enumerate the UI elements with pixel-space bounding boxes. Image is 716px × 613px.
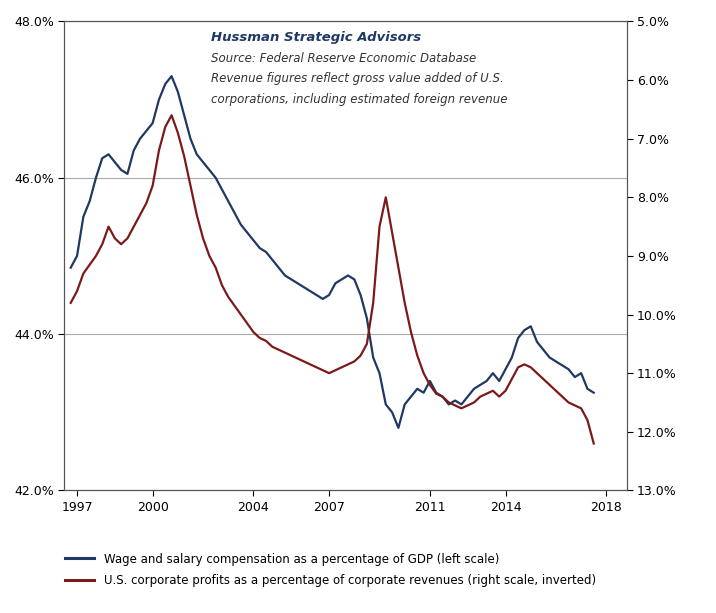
Text: Source: Federal Reserve Economic Database: Source: Federal Reserve Economic Databas… [211,52,476,65]
Text: Hussman Strategic Advisors: Hussman Strategic Advisors [211,31,421,44]
Text: Revenue figures reflect gross value added of U.S.: Revenue figures reflect gross value adde… [211,72,503,85]
Text: corporations, including estimated foreign revenue: corporations, including estimated foreig… [211,93,507,105]
Legend: Wage and salary compensation as a percentage of GDP (left scale), U.S. corporate: Wage and salary compensation as a percen… [64,552,596,587]
